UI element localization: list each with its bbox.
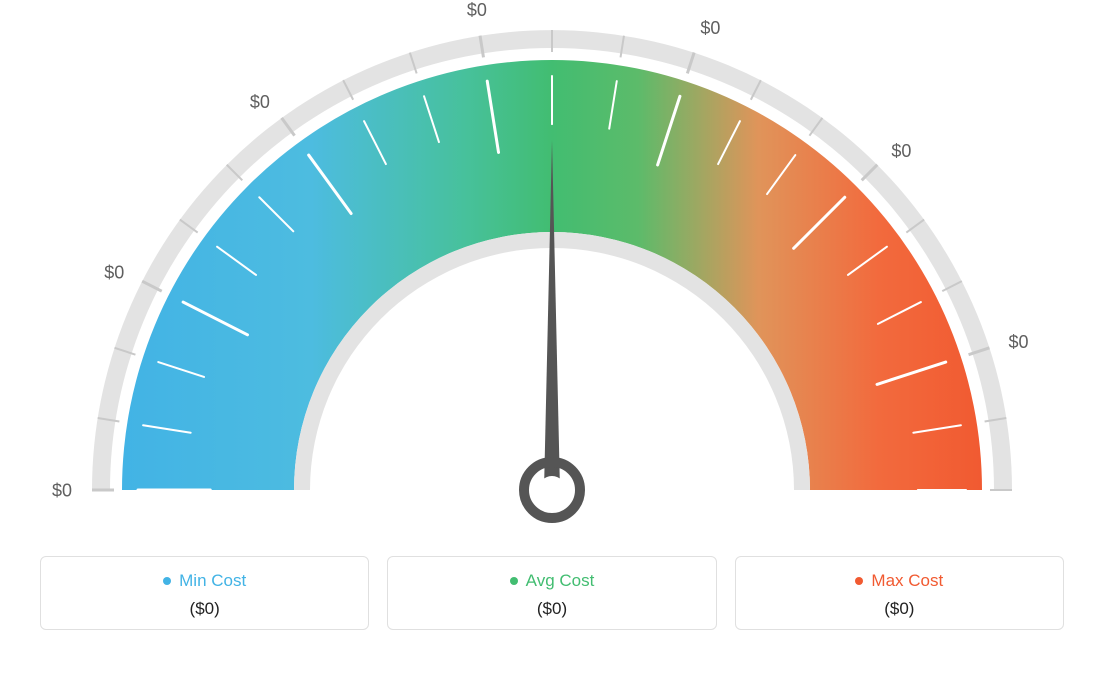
legend-label-avg: Avg Cost xyxy=(510,571,595,591)
legend-value-avg: ($0) xyxy=(398,599,705,619)
legend-label-max: Max Cost xyxy=(855,571,943,591)
svg-text:$0: $0 xyxy=(104,262,124,282)
svg-text:$0: $0 xyxy=(1009,332,1029,352)
dot-icon xyxy=(510,577,518,585)
svg-text:$0: $0 xyxy=(891,141,911,161)
legend-row: Min Cost ($0) Avg Cost ($0) Max Cost ($0… xyxy=(40,556,1064,630)
legend-text: Min Cost xyxy=(179,571,246,591)
svg-text:$0: $0 xyxy=(250,92,270,112)
legend-card-min: Min Cost ($0) xyxy=(40,556,369,630)
svg-text:$0: $0 xyxy=(700,18,720,38)
legend-card-max: Max Cost ($0) xyxy=(735,556,1064,630)
legend-card-avg: Avg Cost ($0) xyxy=(387,556,716,630)
gauge: $0 $0 $0 $0 $0 $0 $0 xyxy=(40,0,1064,540)
dot-icon xyxy=(855,577,863,585)
svg-text:$0: $0 xyxy=(52,480,72,500)
legend-text: Avg Cost xyxy=(526,571,595,591)
dot-icon xyxy=(163,577,171,585)
svg-text:$0: $0 xyxy=(467,0,487,20)
cost-gauge-container: $0 $0 $0 $0 $0 $0 $0 Min Cost ($0) Avg Cost ($… xyxy=(0,0,1104,690)
legend-value-min: ($0) xyxy=(51,599,358,619)
legend-label-min: Min Cost xyxy=(163,571,246,591)
legend-value-max: ($0) xyxy=(746,599,1053,619)
legend-text: Max Cost xyxy=(871,571,943,591)
gauge-svg: $0 $0 $0 $0 $0 $0 $0 xyxy=(40,0,1064,540)
